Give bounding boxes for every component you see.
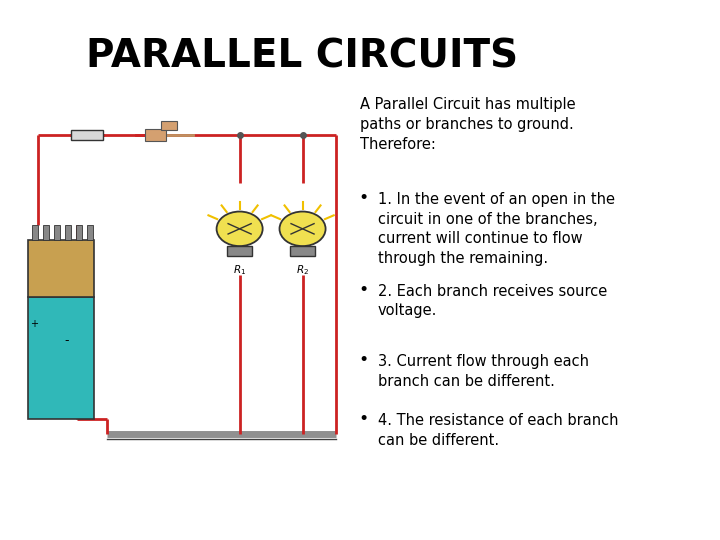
FancyBboxPatch shape: [27, 240, 94, 297]
Text: -: -: [64, 334, 68, 347]
FancyBboxPatch shape: [145, 130, 166, 141]
Text: PARALLEL CIRCUITS: PARALLEL CIRCUITS: [86, 38, 518, 76]
Text: 1. In the event of an open in the
circuit in one of the branches,
current will c: 1. In the event of an open in the circui…: [378, 192, 615, 266]
FancyBboxPatch shape: [227, 246, 252, 256]
Text: $R_2$: $R_2$: [296, 263, 309, 277]
Text: A Parallel Circuit has multiple
paths or branches to ground.
Therefore:: A Parallel Circuit has multiple paths or…: [360, 97, 575, 152]
Text: +: +: [30, 319, 39, 329]
Text: 3. Current flow through each
branch can be different.: 3. Current flow through each branch can …: [378, 354, 589, 388]
Circle shape: [217, 212, 263, 246]
Text: 4. The resistance of each branch
can be different.: 4. The resistance of each branch can be …: [378, 413, 618, 448]
FancyBboxPatch shape: [161, 121, 176, 131]
Circle shape: [279, 212, 325, 246]
FancyBboxPatch shape: [65, 225, 71, 240]
FancyBboxPatch shape: [290, 246, 315, 256]
Text: •: •: [359, 281, 369, 299]
Text: •: •: [359, 410, 369, 428]
Text: $R_1$: $R_1$: [233, 263, 246, 277]
FancyBboxPatch shape: [76, 225, 82, 240]
Text: •: •: [359, 189, 369, 207]
FancyBboxPatch shape: [32, 225, 38, 240]
Text: 2. Each branch receives source
voltage.: 2. Each branch receives source voltage.: [378, 284, 607, 318]
FancyBboxPatch shape: [42, 225, 49, 240]
Text: •: •: [359, 351, 369, 369]
FancyBboxPatch shape: [53, 225, 60, 240]
FancyBboxPatch shape: [86, 225, 94, 240]
FancyBboxPatch shape: [27, 297, 94, 419]
FancyBboxPatch shape: [71, 130, 103, 140]
